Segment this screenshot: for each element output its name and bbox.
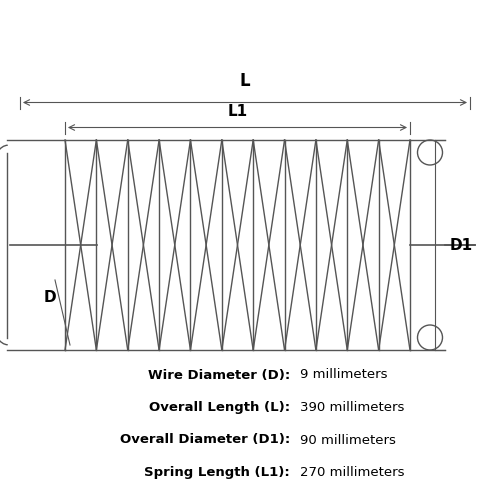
Text: 390 millimeters: 390 millimeters xyxy=(300,401,405,414)
Text: L1: L1 xyxy=(228,104,248,118)
Text: Overall Length (L):: Overall Length (L): xyxy=(149,401,290,414)
Text: 90 millimeters: 90 millimeters xyxy=(300,434,396,446)
Text: Overall Diameter (D1):: Overall Diameter (D1): xyxy=(120,434,290,446)
Text: Wire Diameter (D):: Wire Diameter (D): xyxy=(148,368,290,382)
Text: L: L xyxy=(240,72,250,90)
Text: Spring Length (L1):: Spring Length (L1): xyxy=(144,466,290,479)
Text: 9 millimeters: 9 millimeters xyxy=(300,368,388,382)
Text: 270 millimeters: 270 millimeters xyxy=(300,466,405,479)
Text: D: D xyxy=(44,290,57,305)
Text: D1: D1 xyxy=(450,238,473,252)
